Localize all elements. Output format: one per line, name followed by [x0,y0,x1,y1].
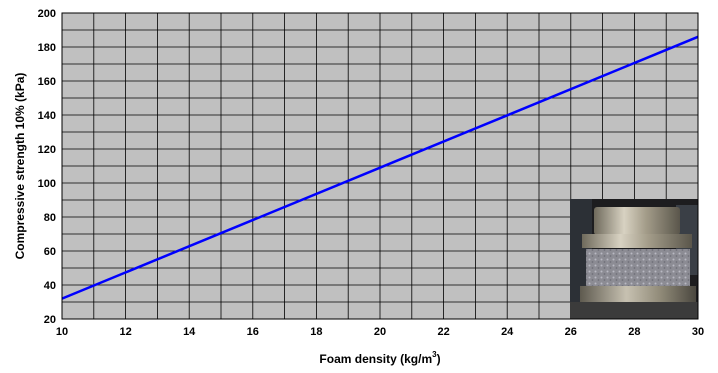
y-tick-label: 120 [38,144,56,156]
y-tick-label: 100 [38,178,56,190]
series-layer [61,35,699,300]
x-tick-label: 18 [310,326,322,338]
x-tick-label: 16 [247,326,259,338]
x-tick-label: 14 [183,326,196,338]
x-tick-label: 24 [501,326,514,338]
x-axis-label: Foam density (kg/m3) [319,350,440,366]
y-tick-label: 20 [44,314,56,326]
y-tick-label: 60 [44,246,56,258]
y-tick-label: 160 [38,76,56,88]
y-axis-label: Compressive strength 10% (kPa) [13,73,27,260]
x-tick-label: 20 [374,326,386,338]
x-tick-label: 26 [565,326,577,338]
plot-frame [61,12,699,320]
tick-labels: 10 12 14 16 18 20 22 24 26 28 30 20 40 60 80 100 120 140 1… [38,8,704,338]
x-tick-label: 22 [437,326,449,338]
y-tick-label: 200 [38,8,56,20]
series-line [61,35,699,300]
x-tick-label: 30 [692,326,704,338]
y-tick-label: 40 [44,280,56,292]
x-tick-label: 10 [56,326,68,338]
x-tick-label: 28 [628,326,640,338]
inset-photo [570,199,698,319]
y-tick-label: 180 [38,42,56,54]
y-tick-label: 80 [44,212,56,224]
x-tick-label: 12 [119,326,131,338]
y-tick-label: 140 [38,110,56,122]
